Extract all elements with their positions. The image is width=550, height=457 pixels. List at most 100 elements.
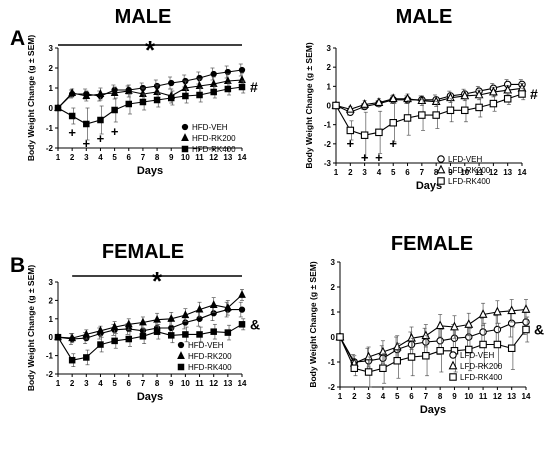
data-point [403, 114, 412, 122]
legend-marker [448, 360, 458, 370]
legend-label: HFD-RK400 [188, 363, 232, 372]
x-tick-label: 8 [155, 153, 160, 162]
data-point [518, 90, 526, 98]
chart-title: MALE [396, 6, 453, 28]
x-tick-label: 1 [56, 153, 61, 162]
data-point [110, 322, 119, 331]
data-point [503, 95, 512, 103]
legend-label: HFD-RK400 [192, 145, 236, 154]
x-tick-label: 8 [438, 392, 443, 401]
legend-marker [181, 123, 189, 131]
x-tick-label: 7 [141, 379, 146, 388]
data-point [332, 101, 340, 110]
data-point [238, 66, 246, 74]
data-point [167, 332, 175, 339]
data-point [196, 91, 203, 99]
data-point [168, 79, 175, 87]
data-point [478, 309, 488, 318]
x-tick-label: 11 [479, 392, 488, 401]
data-point [392, 341, 402, 351]
legend-label: HFD-VEH [192, 123, 228, 132]
chart-title: FEMALE [391, 233, 473, 255]
data-point [223, 76, 232, 84]
data-point [139, 98, 147, 106]
x-tick-label: 4 [381, 392, 386, 401]
series-lfd-rk400 [332, 87, 526, 159]
data-point [68, 112, 76, 120]
data-point [82, 91, 91, 99]
plus-mark: + [83, 136, 91, 151]
x-tick-label: 6 [127, 379, 132, 388]
series-hfd-rk400 [54, 80, 246, 141]
data-point [238, 290, 246, 298]
data-point [436, 346, 444, 355]
x-tick-label: 14 [522, 392, 531, 401]
chart-title: FEMALE [102, 241, 184, 263]
data-point [224, 329, 232, 336]
x-tick-label: 11 [195, 153, 204, 162]
x-axis-label: Days [416, 180, 442, 192]
x-tick-label: 5 [112, 379, 117, 388]
x-tick-label: 1 [334, 168, 339, 177]
x-tick-label: 2 [348, 168, 353, 177]
series-hfd-veh [54, 63, 246, 112]
x-tick-label: 1 [338, 392, 343, 401]
y-tick-label: 3 [327, 44, 332, 53]
legend-label: LFD-RK400 [448, 177, 491, 186]
data-point [196, 331, 203, 338]
data-point [407, 353, 416, 361]
x-tick-label: 3 [366, 392, 371, 401]
x-tick-label: 7 [424, 392, 429, 401]
x-tick-label: 5 [112, 153, 117, 162]
data-point [507, 344, 516, 352]
data-point [493, 340, 502, 349]
data-point [167, 313, 176, 322]
panel-label-a: A [10, 27, 25, 50]
x-tick-label: 2 [70, 379, 75, 388]
x-tick-label: 12 [209, 153, 218, 162]
data-point [336, 333, 344, 341]
data-point [181, 310, 190, 319]
x-tick-label: 7 [141, 153, 146, 162]
legend: LFD-VEH LFD-RK200 LFD-RK400 [436, 155, 491, 186]
y-tick-label: -1 [46, 124, 54, 133]
data-point [224, 85, 232, 93]
data-point [435, 320, 445, 330]
data-point [479, 328, 487, 336]
data-point [153, 96, 161, 104]
legend-marker [436, 164, 446, 174]
data-point [418, 111, 426, 119]
x-axis-label: Days [137, 165, 163, 177]
data-point [68, 356, 76, 364]
legend-label: LFD-RK200 [460, 362, 503, 371]
y-tick-label: 0 [331, 333, 336, 342]
legend: HFD-VEH HFD-RK200 HFD-RK400 [177, 341, 232, 372]
y-tick-label: -2 [328, 383, 336, 392]
x-tick-label: 3 [362, 168, 367, 177]
y-axis-label: Body Weight Change (g ± SEM) [26, 265, 36, 392]
plus-mark: + [97, 131, 105, 146]
x-tick-label: 4 [377, 168, 382, 177]
data-point [83, 120, 90, 128]
legend-marker [181, 133, 189, 141]
y-axis-label: Body Weight Change (g ± SEM) [26, 35, 36, 162]
legend-label: HFD-RK200 [192, 134, 236, 143]
plus-mark: + [347, 136, 355, 151]
y-tick-label: 3 [331, 258, 336, 267]
plus-mark: + [68, 125, 76, 140]
x-tick-label: 11 [195, 379, 204, 388]
data-point [431, 96, 441, 106]
data-point [139, 317, 147, 326]
x-tick-label: 6 [127, 153, 132, 162]
legend-label: HFD-VEH [188, 341, 224, 350]
data-point [182, 331, 189, 338]
x-tick-label: 6 [405, 168, 410, 177]
data-point [407, 332, 416, 342]
legend-marker [177, 363, 185, 371]
y-tick-label: 2 [49, 64, 54, 73]
data-point [238, 83, 246, 91]
legend-label: LFD-VEH [448, 155, 482, 164]
data-point [364, 351, 374, 361]
x-tick-label: 12 [493, 392, 502, 401]
